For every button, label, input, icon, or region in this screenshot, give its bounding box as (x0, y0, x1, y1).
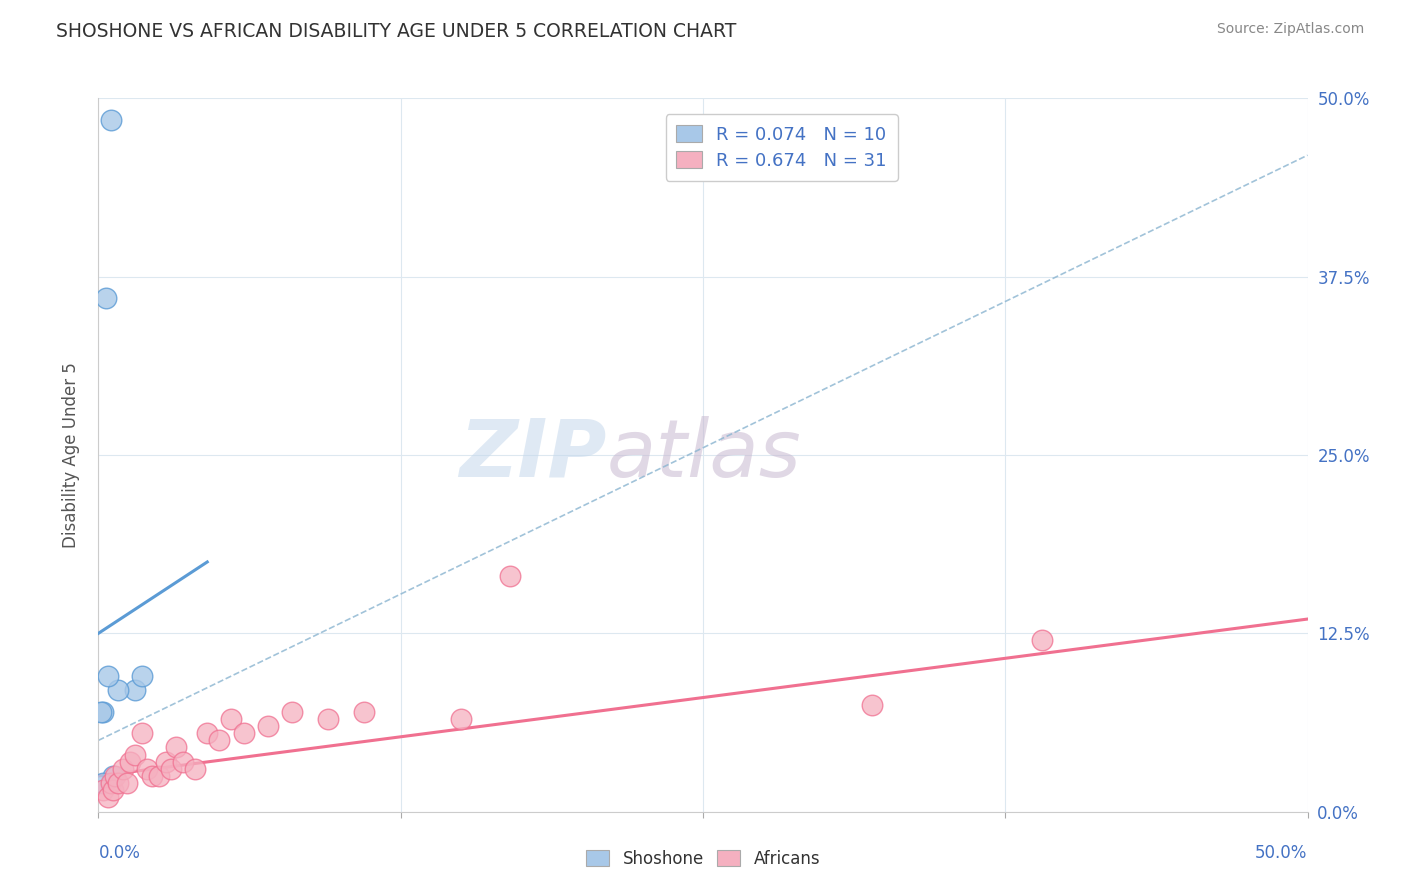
Point (232, 726, 254, 740)
Point (91, 776, 114, 790)
Text: SHOSHONE VS AFRICAN DISABILITY AGE UNDER 5 CORRELATION CHART: SHOSHONE VS AFRICAN DISABILITY AGE UNDER… (56, 22, 737, 41)
Point (101, 769, 124, 783)
Point (221, 712, 243, 726)
Point (97, 790, 120, 805)
Point (353, 705, 375, 719)
Point (281, 705, 304, 719)
Text: 50.0%: 50.0% (1256, 844, 1308, 862)
Point (91, 783, 114, 797)
Point (148, 769, 170, 783)
Point (100, 112, 122, 127)
Point (165, 740, 187, 755)
Point (117, 776, 139, 790)
Point (118, 755, 141, 769)
Point (107, 683, 129, 698)
Point (90, 705, 112, 719)
Point (94, 291, 117, 305)
Text: atlas: atlas (606, 416, 801, 494)
Point (155, 755, 177, 769)
Point (111, 762, 134, 776)
Point (316, 712, 339, 726)
Point (184, 762, 207, 776)
Point (101, 783, 124, 797)
Point (860, 698, 883, 712)
Legend: Shoshone, Africans: Shoshone, Africans (579, 844, 827, 875)
Point (208, 733, 231, 747)
Point (256, 719, 278, 733)
Point (195, 726, 218, 740)
Point (91, 705, 114, 719)
Point (498, 569, 520, 583)
Point (135, 762, 157, 776)
Point (160, 762, 183, 776)
Text: ZIP: ZIP (458, 416, 606, 494)
Y-axis label: Disability Age Under 5: Disability Age Under 5 (62, 362, 80, 548)
Point (131, 726, 153, 740)
Point (107, 776, 129, 790)
Point (172, 755, 194, 769)
Point (97, 669, 120, 683)
Point (141, 769, 163, 783)
Point (450, 712, 472, 726)
Text: 0.0%: 0.0% (98, 844, 141, 862)
Point (131, 669, 153, 683)
Point (124, 747, 146, 762)
Text: Source: ZipAtlas.com: Source: ZipAtlas.com (1216, 22, 1364, 37)
Point (100, 776, 122, 790)
Point (1031, 633, 1053, 648)
Point (124, 683, 146, 698)
Point (104, 769, 127, 783)
